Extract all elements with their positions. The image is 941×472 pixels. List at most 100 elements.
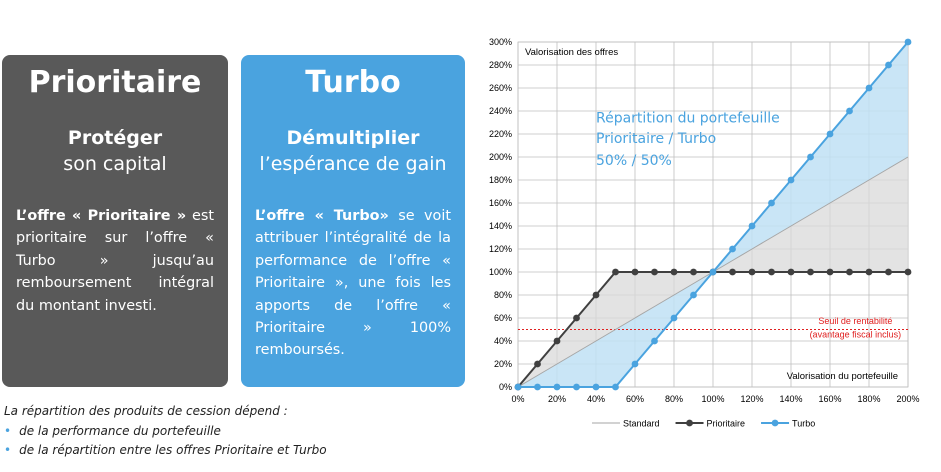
y-tick-label: 160% [489,198,512,208]
turbo-object: l’espérance de gain [259,153,447,175]
y-tick-label: 40% [494,336,512,346]
data-point-turbo [670,314,678,322]
data-point-turbo [729,245,736,253]
x-tick-label: 0% [511,394,524,404]
data-point-turbo [768,199,775,207]
data-point-turbo [631,360,639,368]
chart-x-axis-label: Valorisation du portefeuille [787,371,898,382]
turbo-card: Turbo Démultiplier l’espérance de gain L… [241,55,465,387]
y-tick-label: 220% [489,129,512,139]
prioritaire-verb: Protéger [67,127,163,149]
prioritaire-object: son capital [63,153,167,175]
y-tick-label: 100% [489,267,512,277]
data-point-prioritaire [592,291,600,299]
data-point-prioritaire [865,268,873,276]
data-point-turbo [846,107,853,115]
data-point-prioritaire [807,268,814,276]
x-tick-label: 20% [548,394,566,404]
prioritaire-description-text: est prioritaire sur l’offre « Turbo » ju… [16,208,214,314]
data-point-prioritaire [846,268,853,276]
y-tick-label: 180% [489,175,512,185]
y-tick-label: 80% [494,290,512,300]
turbo-description-bold: L’offre « Turbo» [255,208,389,224]
y-tick-label: 280% [489,60,512,70]
prioritaire-title: Prioritaire [28,65,202,100]
data-point-turbo [826,130,834,138]
data-point-turbo [807,153,814,161]
x-tick-label: 60% [626,394,644,404]
data-point-turbo [709,268,717,276]
footnote-item: • de la performance du portefeuille [4,424,221,438]
turbo-verb: Démultiplier [286,127,420,149]
footnote-item-text: de la performance du portefeuille [19,424,221,438]
x-tick-label: 80% [665,394,683,404]
data-point-turbo [612,383,619,391]
y-tick-label: 240% [489,106,512,116]
repartition-annotation-line-2: Prioritaire / Turbo [596,131,716,147]
bullet-icon: • [4,424,12,438]
data-point-turbo [553,383,561,391]
data-point-turbo [651,337,658,345]
footnote-item: • de la répartition entre les offres Prio… [4,443,327,457]
footnote-item-text: de la répartition entre les offres Prior… [19,443,327,457]
chart-ticks: 0% 20% 40% 60% 80% 100% 120% 140% 160% 180% 200% 0%… [489,37,920,404]
y-tick-label: 0% [499,382,512,392]
data-point-prioritaire [670,268,678,276]
data-point-prioritaire [612,268,619,276]
x-tick-label: 160% [818,394,841,404]
chart-title: Valorisation des offres [525,47,618,58]
x-tick-label: 200% [896,394,919,404]
data-point-prioritaire [729,268,736,276]
turbo-description-text: se voit attribuer l’intégralité de la pe… [255,208,452,359]
chart-legend: Standard Prioritaire Turbo [592,419,815,429]
data-point-turbo [592,383,600,391]
legend-label-standard: Standard [623,419,660,429]
data-point-prioritaire [826,268,834,276]
repartition-annotation-line-3: 50% / 50% [596,153,672,169]
data-point-prioritaire [534,360,541,368]
data-point-turbo [514,383,522,391]
y-tick-label: 140% [489,221,512,231]
data-point-prioritaire [573,314,580,322]
y-tick-label: 260% [489,83,512,93]
data-point-prioritaire [904,268,912,276]
data-point-turbo [865,84,873,92]
data-point-turbo [885,61,892,69]
prioritaire-card: Prioritaire Protéger son capital L’offre… [2,55,228,387]
turbo-title: Turbo [305,65,401,100]
data-point-turbo [748,222,756,230]
data-point-turbo [787,176,795,184]
x-tick-label: 100% [701,394,724,404]
y-tick-label: 120% [489,244,512,254]
valorisation-chart: 0% 20% 40% 60% 80% 100% 120% 140% 160% 180% 200% 0%… [489,37,920,429]
data-point-prioritaire [651,268,658,276]
data-point-prioritaire [553,337,561,345]
data-point-prioritaire [748,268,756,276]
y-tick-label: 200% [489,152,512,162]
bullet-icon: • [4,443,12,457]
threshold-label-line-2: (avantage fiscal inclus) [810,330,902,340]
data-point-turbo [573,383,580,391]
legend-marker-prioritaire [686,419,693,427]
y-tick-label: 300% [489,37,512,47]
data-point-prioritaire [690,268,697,276]
prioritaire-description-bold: L’offre « Prioritaire » [16,208,187,224]
turbo-description: L’offre « Turbo» se voit attribuer l’int… [255,205,451,362]
x-tick-label: 40% [587,394,605,404]
data-point-prioritaire [885,268,892,276]
prioritaire-description: L’offre « Prioritaire » est prioritaire … [16,205,214,317]
data-point-turbo [690,291,697,299]
data-point-prioritaire [768,268,775,276]
data-point-turbo [904,38,912,46]
y-tick-label: 60% [494,313,512,323]
y-tick-label: 20% [494,359,512,369]
x-tick-label: 180% [857,394,880,404]
data-point-prioritaire [631,268,639,276]
data-point-prioritaire [787,268,795,276]
x-tick-label: 140% [779,394,802,404]
chart-series [514,38,912,391]
legend-marker-turbo [771,419,779,427]
legend-label-turbo: Turbo [792,419,815,429]
footnote-intro: La répartition des produits de cession d… [4,404,288,418]
data-point-turbo [534,383,541,391]
